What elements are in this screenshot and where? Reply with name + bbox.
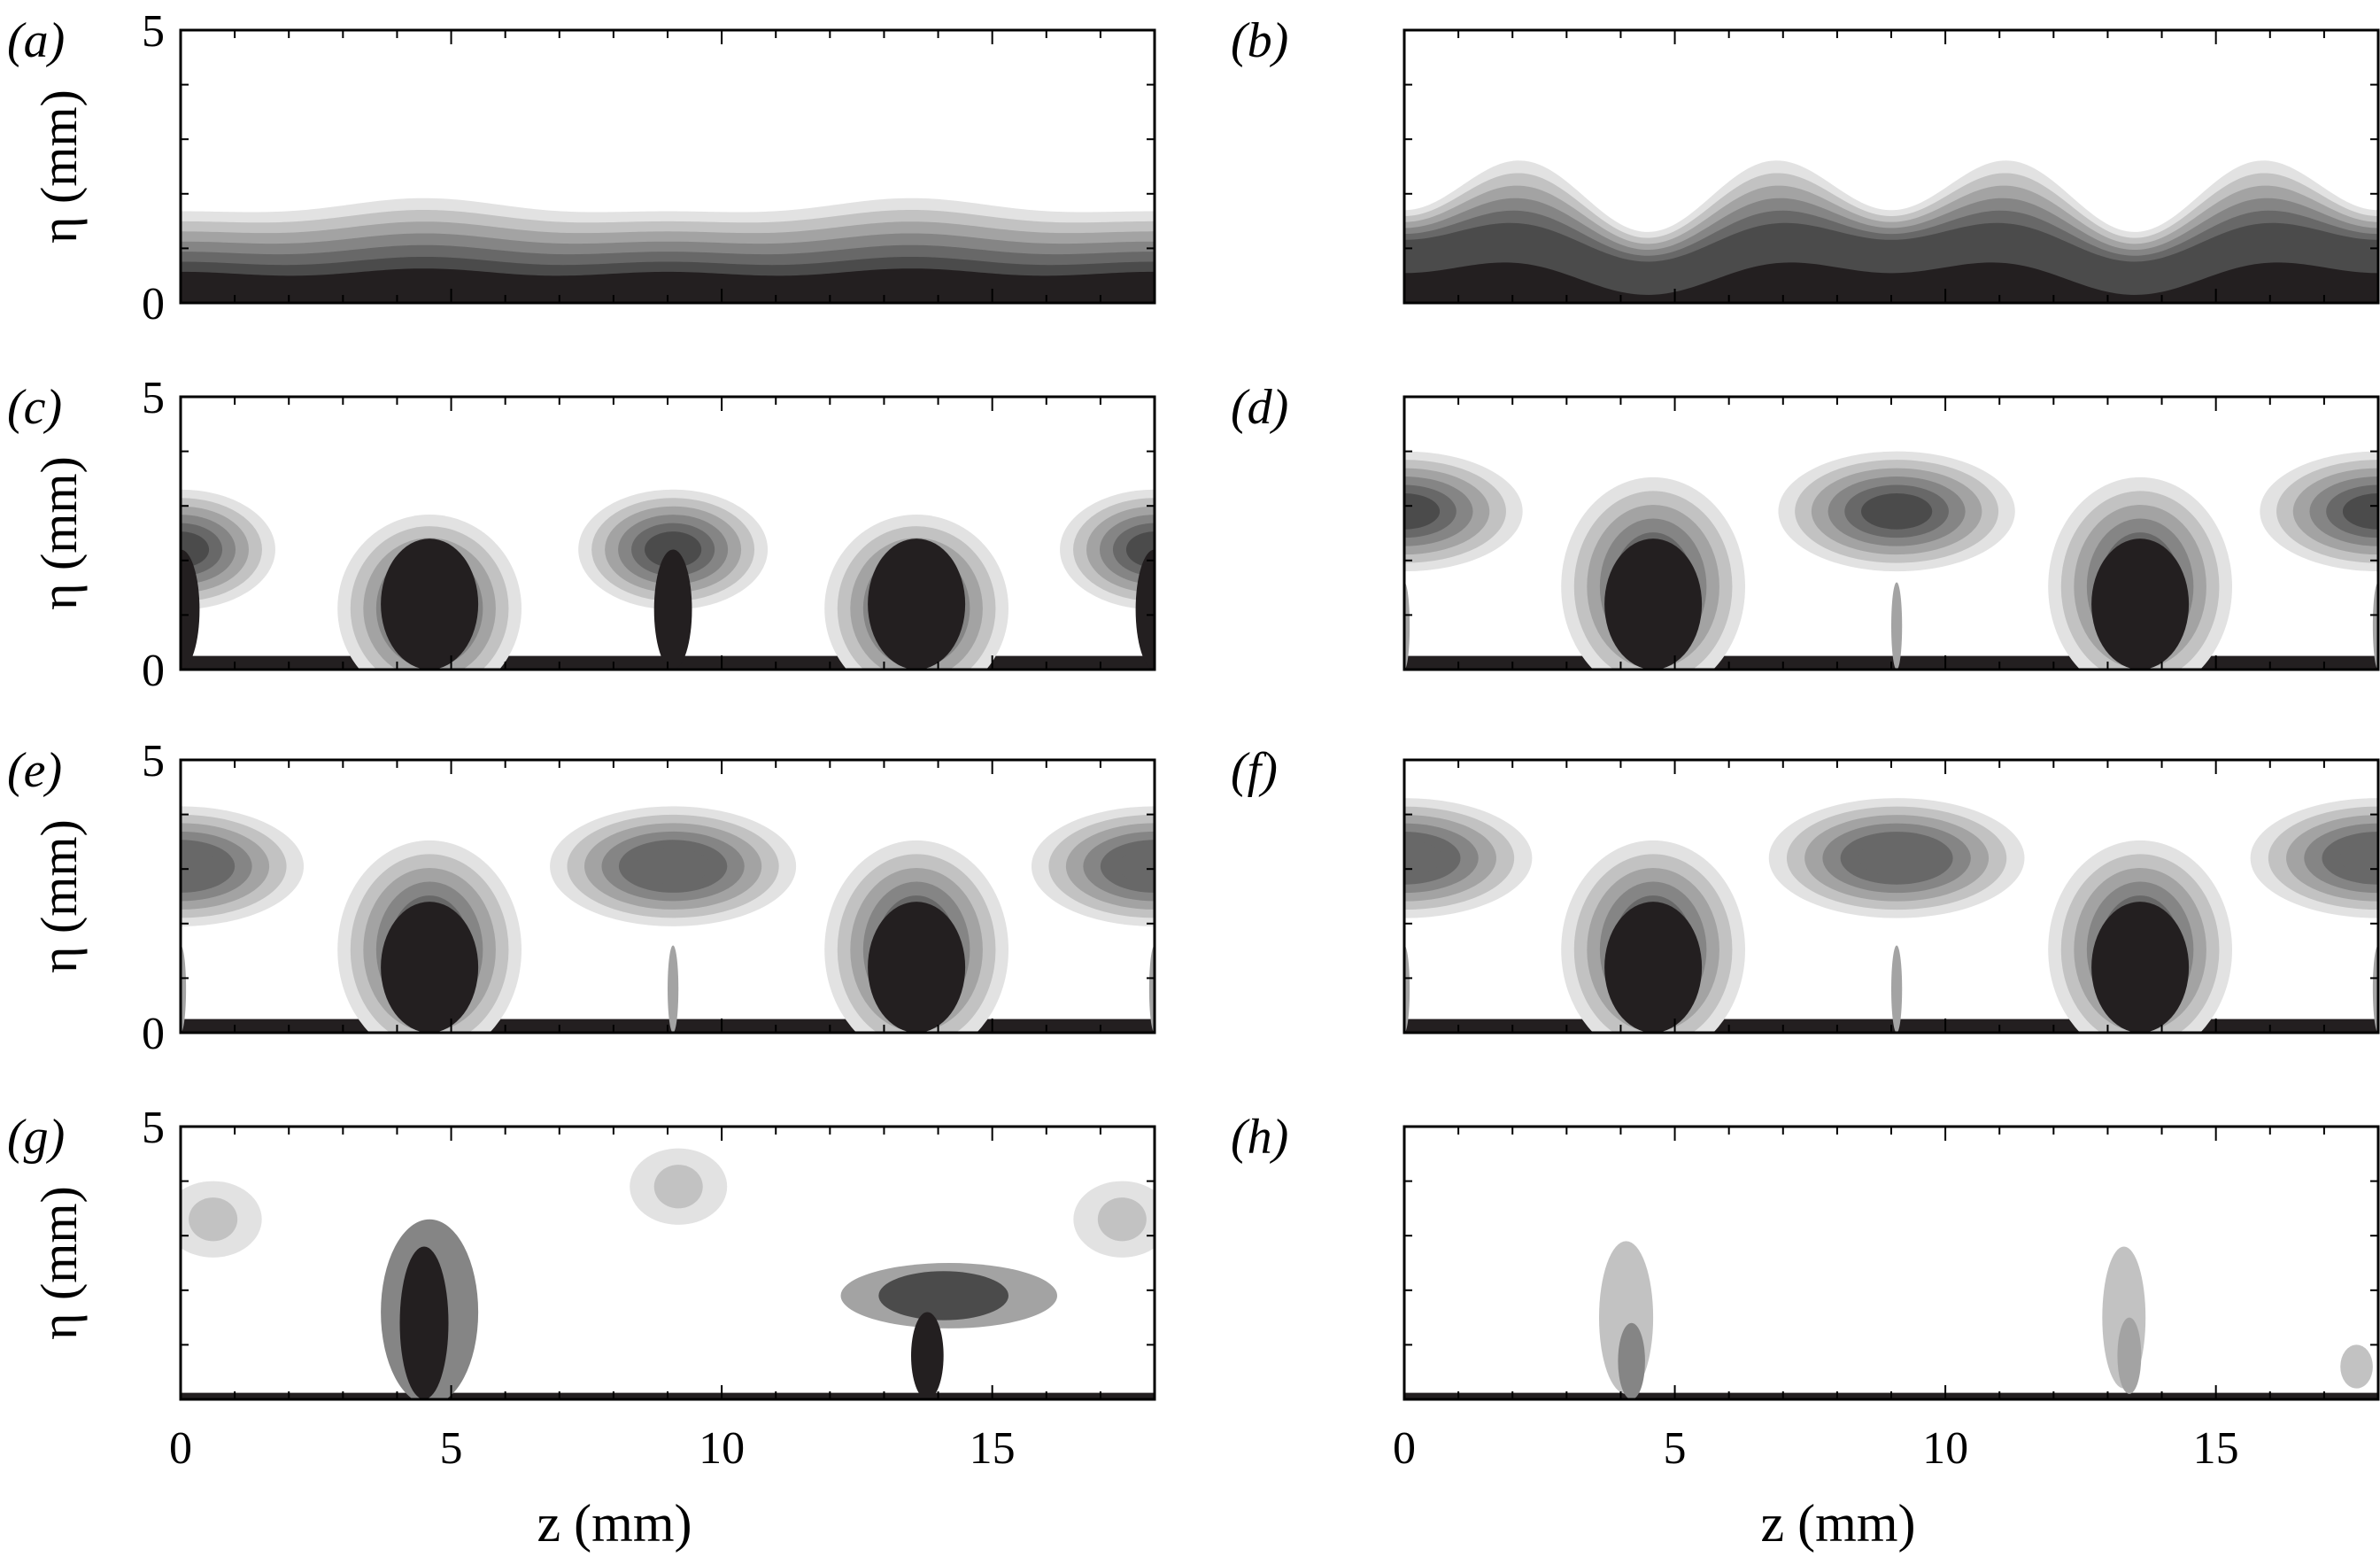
contour-blob (1891, 945, 1903, 1033)
axes-frame (1402, 1125, 2380, 1401)
contour-blob (381, 538, 479, 670)
y-tick-label: 0 (142, 1009, 165, 1059)
contour-blob (1861, 493, 1933, 530)
contour-blob (1404, 493, 1441, 530)
y-tick-label: 5 (142, 1103, 165, 1153)
contour-blob (1891, 582, 1903, 670)
contour-blob (1404, 840, 1443, 877)
contour-blob (2091, 538, 2190, 670)
contour-blob (1404, 945, 1410, 1033)
panel-label: (h) (1231, 1110, 1288, 1165)
contour-blob (1135, 549, 1155, 670)
contour-blob (181, 945, 187, 1033)
x-tick-label: 15 (970, 1423, 1016, 1474)
panel-label: (g) (7, 1110, 65, 1165)
contour-blob (636, 848, 710, 885)
contour-level (1404, 222, 2378, 303)
contour-blob (868, 902, 966, 1033)
contour-blob (2372, 582, 2378, 670)
contour-blob (653, 549, 692, 670)
x-tick-label: 15 (2193, 1423, 2239, 1474)
contour-blob (911, 1312, 944, 1399)
y-tick-label: 5 (142, 736, 165, 786)
contour-blob (653, 1165, 703, 1209)
contour-blob (1117, 848, 1155, 885)
contour-blob (399, 1246, 449, 1399)
panel-g: (g) 5 η (mm) 0 5 10 15 z (mm) (7, 1103, 1156, 1553)
panel-a: (a) 0 5 η (mm) (7, 6, 1156, 329)
contour-blob (189, 1197, 238, 1242)
panel-label: (a) (7, 13, 65, 68)
contour-blob (181, 549, 200, 670)
contour-level (1404, 262, 2378, 303)
contour-blob (2117, 1317, 2142, 1394)
x-tick-label: 10 (699, 1423, 745, 1474)
y-axis-label: η (mm) (30, 456, 88, 610)
x-axis-label: z (mm) (537, 1494, 692, 1553)
y-axis-label: η (mm) (30, 819, 88, 973)
contour-blob (2340, 1344, 2373, 1389)
y-axis-label: η (mm) (30, 89, 88, 244)
x-axis-label: z (mm) (1761, 1494, 1916, 1553)
contour-blob (1618, 1322, 1645, 1399)
panel-label: (f) (1231, 743, 1278, 798)
panel-label: (c) (7, 380, 62, 435)
panel-label: (b) (1231, 13, 1288, 68)
contour-blob (1148, 945, 1155, 1033)
contour-blob (668, 945, 679, 1033)
panel-c: (c) 0 5 η (mm) (7, 373, 1156, 696)
contour-blob (868, 538, 966, 670)
panel-label: (e) (7, 743, 62, 798)
panel-e: (e) 0 5 η (mm) (7, 736, 1156, 1059)
panel-f: (f) (1231, 743, 2380, 1034)
contour-level (181, 268, 1155, 303)
contour-blob (1858, 840, 1936, 877)
x-tick-label: 5 (440, 1423, 463, 1474)
contour-blob (381, 902, 479, 1033)
contour-blob (1404, 582, 1410, 670)
panel-b: (b) (1231, 13, 2380, 305)
x-tick-label: 0 (1393, 1423, 1416, 1474)
contour-blob (1604, 902, 1703, 1033)
x-tick-label: 0 (169, 1423, 192, 1474)
panel-h: (h) 0 5 10 15 z (mm) (1231, 1110, 2380, 1553)
x-tick-label: 10 (1922, 1423, 1968, 1474)
contour-blob (2091, 902, 2190, 1033)
contour-blob (2339, 840, 2378, 877)
contour-blob (2372, 945, 2378, 1033)
panel-d: (d) (1231, 380, 2380, 671)
contour-blob (645, 531, 702, 568)
panel-label: (d) (1231, 380, 1288, 435)
contour-blob (1097, 1197, 1147, 1242)
contour-blob (1604, 538, 1703, 670)
y-axis-label: η (mm) (30, 1186, 88, 1340)
contour-blob (878, 1271, 1008, 1321)
y-tick-label: 5 (142, 373, 165, 423)
y-tick-label: 0 (142, 646, 165, 696)
x-tick-label: 5 (1664, 1423, 1687, 1474)
contour-blob (2342, 493, 2378, 530)
y-tick-label: 0 (142, 279, 165, 329)
contour-blob (181, 848, 218, 885)
y-tick-label: 5 (142, 6, 165, 57)
